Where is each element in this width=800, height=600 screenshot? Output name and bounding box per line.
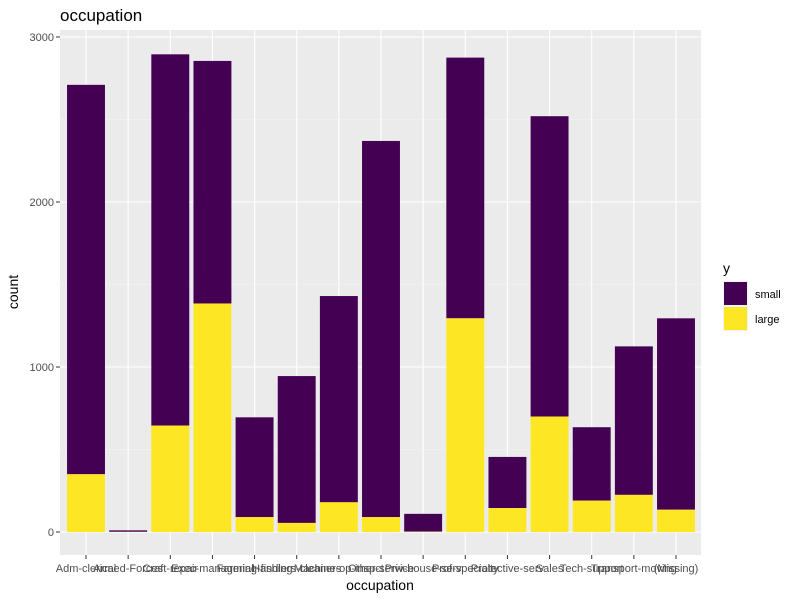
x-tick-label: Farming-fishing [217,563,293,575]
bar-small [488,456,527,509]
bar-small [109,530,148,532]
x-axis: Adm-clericalArmed-ForcesCraft-repairExec… [56,555,699,575]
bar-large [319,502,358,532]
bar-large [193,303,232,532]
bar-small [277,376,316,523]
bar-large [657,509,695,532]
x-tick-label: (Missing) [654,563,699,575]
bar-small [151,54,190,426]
bar-large [235,517,274,532]
x-tick-label: Transport-moving [591,563,677,575]
bar-large [151,425,190,532]
bar-large [67,474,105,532]
x-tick-label: Sales [536,563,564,575]
bar-small [67,84,105,475]
bar-small [446,57,485,319]
chart-title: occupation [60,6,142,25]
y-tick-label: 3000 [30,32,54,44]
x-tick-label: Handlers-cleaners [252,563,342,575]
bar-small [319,296,358,503]
bar-small [362,140,400,518]
bar-small [235,417,274,518]
bar-small [657,318,695,510]
x-tick-label: Craft-repair [142,563,198,575]
bar-large [277,522,316,532]
bar-small [572,427,611,501]
bar-large [530,416,569,532]
bar-large [446,318,485,532]
legend: y small large [723,260,781,331]
y-tick-label: 1000 [30,362,54,374]
bars [67,54,695,532]
legend-key-large [724,307,747,330]
legend-label-small: small [755,289,781,301]
bar-small [404,513,443,532]
y-axis-title: count [5,275,21,309]
bar-small [614,346,653,495]
y-tick-label: 2000 [30,197,54,209]
x-tick-label: Armed-Forces [93,563,163,575]
bar-small [193,60,232,304]
bar-small [530,116,569,417]
bar-large [572,500,611,532]
x-tick-label: Exec-managerial [171,563,254,575]
x-tick-label: Other-service [348,563,414,575]
x-tick-label: Machine-op-inspct [294,563,384,575]
y-axis: 0 1000 2000 3000 [30,32,60,539]
x-tick-label: Priv-house-serv [385,563,463,575]
x-tick-label: Prof-specialty [432,563,499,575]
x-tick-label: Protective-serv [471,563,545,575]
bar-large [614,494,653,532]
y-tick-label: 0 [48,527,54,539]
bar-large [488,508,527,532]
bar-large [362,517,400,532]
legend-title: y [723,260,730,276]
legend-key-small [724,282,747,305]
x-axis-title: occupation [346,577,414,593]
x-tick-label: Adm-clerical [56,563,117,575]
legend-label-large: large [755,314,779,326]
x-tick-label: Tech-support [560,563,624,575]
